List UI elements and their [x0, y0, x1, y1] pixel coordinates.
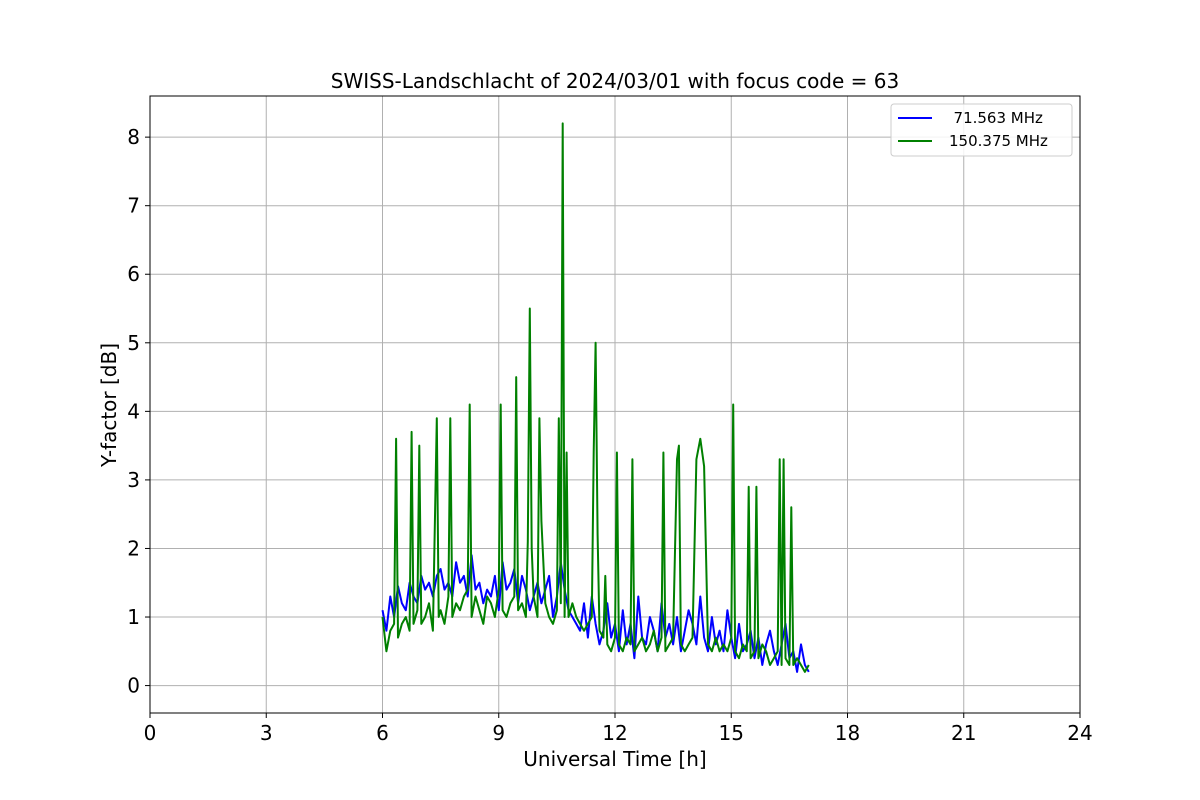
x-tick-label: 12 [602, 721, 627, 745]
x-tick-label: 24 [1067, 721, 1092, 745]
y-tick-label: 0 [127, 674, 140, 698]
series-line-1 [381, 554, 810, 673]
x-tick-label: 15 [719, 721, 744, 745]
x-tick-label: 0 [144, 721, 157, 745]
legend: 71.563 MHz 150.375 MHz [890, 103, 1073, 157]
y-tick-label: 2 [127, 536, 140, 560]
x-tick-label: 3 [260, 721, 273, 745]
series-line-2 [381, 122, 810, 673]
y-tick-label: 4 [127, 399, 140, 423]
y-tick-label: 6 [127, 262, 140, 286]
x-tick-label: 9 [492, 721, 505, 745]
y-tick-label: 8 [127, 125, 140, 149]
legend-label-series-1: 71.563 MHz [944, 109, 1043, 127]
x-axis-label: Universal Time [h] [523, 747, 706, 771]
plot-area [381, 122, 810, 673]
y-tick-label: 7 [127, 194, 140, 218]
legend-label-series-2: 150.375 MHz [949, 132, 1048, 150]
y-axis-label: Y-factor [dB] [97, 343, 121, 468]
y-axis: 0 1 2 3 4 5 6 7 8 [127, 125, 150, 698]
x-tick-label: 18 [835, 721, 860, 745]
y-tick-label: 1 [127, 605, 140, 629]
x-axis: 0 3 6 9 12 15 18 21 24 [144, 713, 1093, 745]
x-tick-label: 6 [376, 721, 389, 745]
chart-title: SWISS-Landschlacht of 2024/03/01 with fo… [331, 69, 899, 93]
y-tick-label: 5 [127, 331, 140, 355]
legend-box [890, 103, 1073, 157]
grid [149, 96, 1081, 713]
x-tick-label: 21 [951, 721, 976, 745]
y-tick-label: 3 [127, 468, 140, 492]
